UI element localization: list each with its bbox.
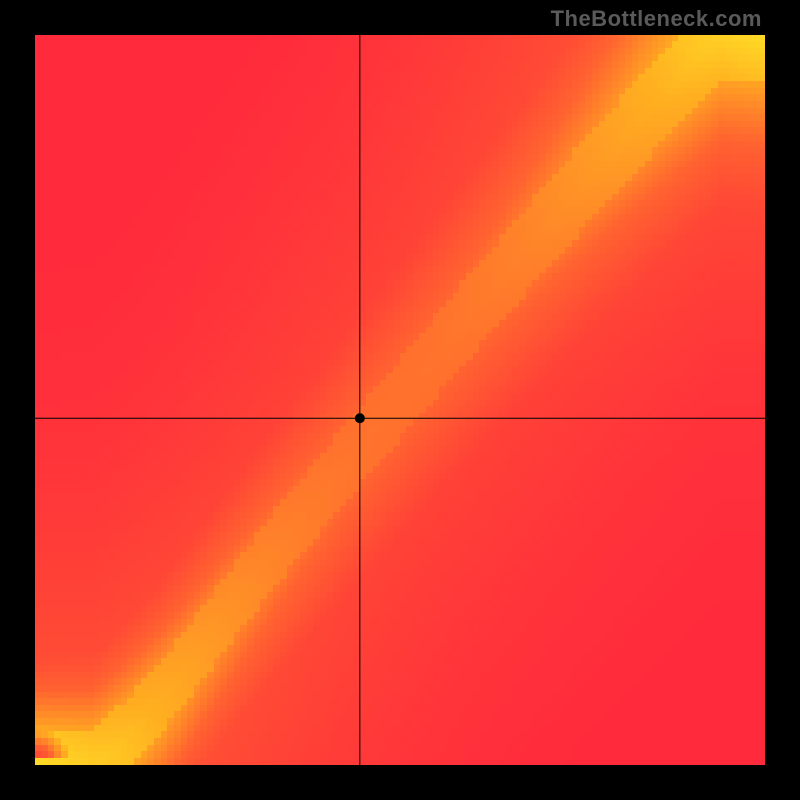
chart-container: TheBottleneck.com (0, 0, 800, 800)
bottleneck-heatmap (35, 35, 765, 765)
watermark-text: TheBottleneck.com (551, 6, 762, 32)
